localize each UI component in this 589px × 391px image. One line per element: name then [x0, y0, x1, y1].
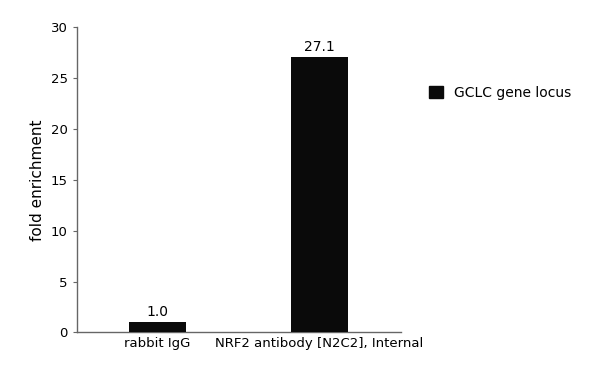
Bar	[291, 57, 348, 332]
Y-axis label: fold enrichment: fold enrichment	[30, 119, 45, 240]
Text: 1.0: 1.0	[147, 305, 168, 319]
Legend: GCLC gene locus: GCLC gene locus	[423, 80, 577, 105]
Bar	[129, 322, 186, 332]
Text: 27.1: 27.1	[304, 40, 335, 54]
